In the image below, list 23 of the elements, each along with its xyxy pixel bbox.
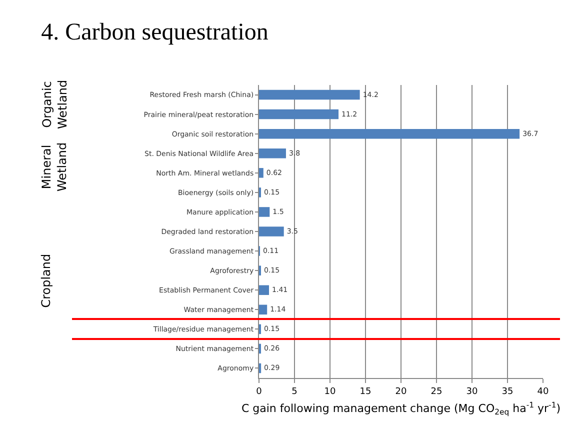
x-axis-title: C gain following management change (Mg CO$_{2eq}$ ha$^{-1}$ yr$^{-1}$) <box>241 400 561 416</box>
bar <box>259 128 520 139</box>
bar <box>259 109 339 120</box>
text: Cropland <box>39 254 54 308</box>
x-tick-label: 30 <box>466 386 478 397</box>
x-tick-label: 40 <box>537 386 549 397</box>
x-tick-label: 10 <box>324 386 336 397</box>
bar <box>259 304 268 315</box>
bar <box>259 226 284 236</box>
bar <box>259 207 270 217</box>
x-tick-label: 25 <box>430 386 442 397</box>
bar <box>259 148 286 158</box>
x-tick-label: 0 <box>256 386 262 397</box>
x-tick-label: 5 <box>292 386 298 397</box>
bar <box>259 168 264 178</box>
x-tick-label: 35 <box>502 386 514 397</box>
text: Mineral Wetland <box>39 142 70 192</box>
chart-title: 4. Carbon sequestration <box>41 19 268 46</box>
bar <box>259 90 360 100</box>
x-tick-label: 15 <box>360 386 372 397</box>
text: Organic Wetland <box>40 80 70 130</box>
bar <box>259 285 270 295</box>
x-tick-label: 20 <box>395 386 407 397</box>
